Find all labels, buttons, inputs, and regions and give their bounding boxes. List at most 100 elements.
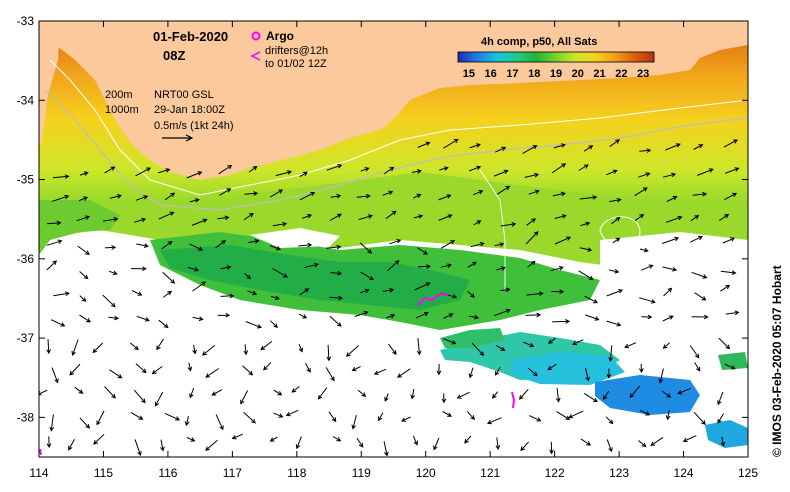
current-arrow bbox=[53, 291, 70, 297]
current-arrow bbox=[102, 294, 116, 308]
current-arrow bbox=[205, 439, 218, 451]
current-arrow bbox=[554, 236, 572, 245]
current-arrow bbox=[443, 313, 454, 319]
current-arrow bbox=[191, 218, 208, 226]
current-arrow bbox=[305, 362, 311, 373]
current-arrow bbox=[639, 410, 651, 416]
current-arrow bbox=[184, 415, 190, 427]
current-arrow bbox=[500, 222, 517, 227]
current-arrow bbox=[662, 315, 674, 322]
current-arrow bbox=[413, 214, 424, 219]
current-arrow bbox=[417, 141, 431, 148]
current-arrow bbox=[46, 260, 58, 271]
current-arrow bbox=[524, 172, 540, 178]
colorbar-tick-label: 18 bbox=[528, 68, 540, 80]
contour-200-label: 200m bbox=[105, 89, 133, 101]
current-arrow bbox=[131, 290, 143, 296]
lat-tick-label: -35 bbox=[17, 173, 35, 187]
current-arrow bbox=[186, 171, 203, 179]
current-arrow bbox=[522, 145, 538, 154]
colorbar-bar bbox=[457, 51, 655, 63]
current-arrow bbox=[387, 260, 400, 272]
current-arrow bbox=[638, 363, 644, 374]
current-arrow bbox=[215, 240, 227, 249]
current-arrow bbox=[665, 409, 671, 421]
current-arrow bbox=[201, 345, 216, 356]
current-arrow bbox=[136, 243, 149, 248]
current-arrow bbox=[46, 239, 63, 246]
plot-frame bbox=[38, 20, 749, 458]
current-arrow bbox=[263, 362, 272, 371]
current-arrow bbox=[417, 264, 431, 269]
current-arrow bbox=[92, 342, 104, 354]
current-arrow bbox=[629, 385, 641, 398]
current-arrow bbox=[187, 362, 193, 372]
current-arrow bbox=[135, 167, 152, 177]
current-arrow bbox=[136, 315, 150, 322]
current-arrow bbox=[438, 194, 452, 201]
current-arrow bbox=[345, 345, 359, 357]
current-arrow bbox=[243, 212, 254, 221]
lon-tick-label: 118 bbox=[287, 466, 306, 480]
current-arrow bbox=[189, 243, 204, 251]
current-arrow bbox=[718, 214, 730, 222]
current-arrow bbox=[356, 193, 371, 199]
current-arrow bbox=[158, 319, 169, 329]
current-arrow bbox=[523, 341, 535, 348]
current-arrow bbox=[662, 266, 678, 272]
current-arrow bbox=[52, 194, 70, 202]
lon-tick-label: 114 bbox=[29, 466, 48, 480]
current-arrow bbox=[291, 386, 300, 393]
contour-ridge bbox=[479, 169, 506, 290]
current-arrow bbox=[495, 437, 501, 451]
current-arrow bbox=[217, 312, 231, 318]
current-arrow bbox=[443, 138, 459, 149]
current-arrow bbox=[77, 245, 90, 256]
current-arrow bbox=[109, 369, 123, 379]
depth-legend: 200m 1000m NRT00 GSL 29-Jan 18:00Z 0.5m/… bbox=[105, 89, 233, 142]
current-arrow bbox=[556, 411, 571, 420]
current-arrow bbox=[609, 139, 620, 148]
current-arrow bbox=[299, 171, 308, 178]
current-arrow bbox=[638, 297, 656, 304]
current-arrow bbox=[468, 314, 480, 320]
current-arrow bbox=[579, 195, 598, 200]
vector-scale-label: 0.5m/s (1kt 24h) bbox=[154, 120, 233, 132]
current-arrow bbox=[160, 439, 165, 452]
current-arrow bbox=[154, 391, 164, 407]
current-arrow bbox=[412, 193, 422, 199]
current-arrow bbox=[639, 247, 649, 253]
current-arrow bbox=[717, 413, 725, 424]
current-arrow bbox=[469, 143, 481, 149]
current-arrow bbox=[74, 386, 84, 394]
current-arrow bbox=[442, 411, 453, 417]
current-arrow bbox=[410, 388, 415, 400]
current-arrow bbox=[526, 291, 544, 297]
current-arrow bbox=[205, 368, 219, 378]
current-arrow bbox=[52, 174, 70, 179]
current-arrow bbox=[415, 311, 429, 319]
current-arrow bbox=[634, 187, 648, 197]
current-arrow bbox=[275, 170, 293, 177]
current-arrow bbox=[494, 308, 511, 317]
current-arrow bbox=[382, 190, 394, 196]
current-arrow bbox=[486, 417, 502, 425]
current-arrow bbox=[273, 412, 284, 418]
current-arrow bbox=[356, 437, 364, 448]
current-arrow bbox=[658, 368, 664, 384]
current-arrow bbox=[186, 437, 196, 442]
current-arrow bbox=[568, 410, 584, 419]
current-arrow bbox=[129, 342, 139, 351]
current-arrow bbox=[608, 345, 614, 362]
product-time: 29-Jan 18:00Z bbox=[154, 104, 225, 116]
current-arrow bbox=[724, 167, 740, 174]
current-arrow bbox=[579, 247, 593, 252]
current-arrow bbox=[665, 215, 683, 223]
current-arrow bbox=[525, 312, 542, 318]
current-arrow bbox=[471, 342, 485, 357]
current-arrow bbox=[108, 315, 120, 321]
colorbar-tick-label: 17 bbox=[506, 68, 518, 80]
current-arrow bbox=[272, 268, 289, 278]
current-arrow bbox=[385, 210, 397, 220]
